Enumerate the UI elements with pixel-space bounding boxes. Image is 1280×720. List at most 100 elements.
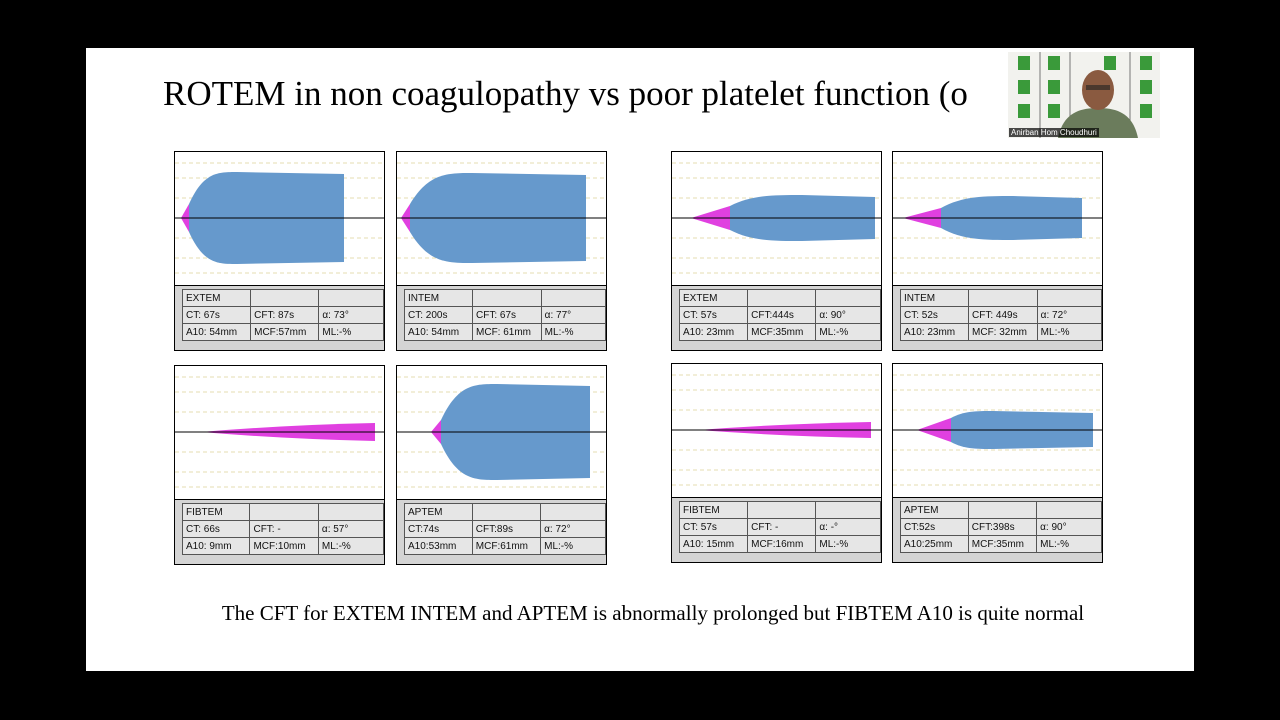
rotem-panel: INTEM CT: 200s CFT: 67s α: 77° A10: 54mm MCF:… — [396, 151, 607, 351]
table-cell — [967, 501, 1038, 519]
table-cell — [815, 501, 881, 519]
parameter-cell: A10: 54mm — [403, 323, 474, 341]
parameter-box: EXTEM CT: 57s CFT:444s α: 90° A10: 23mm MCF:3… — [672, 285, 881, 350]
parameter-cell: CT:74s — [404, 520, 473, 538]
parameter-cell: MCF:61mm — [471, 537, 542, 555]
parameter-cell: CT: 67s — [181, 306, 252, 324]
assay-name: FIBTEM — [678, 501, 749, 519]
table-row: APTEM — [900, 501, 1102, 519]
assay-name: EXTEM — [678, 289, 749, 307]
table-cell — [747, 289, 817, 307]
parameter-cell: A10:53mm — [404, 537, 473, 555]
table-cell — [472, 289, 542, 307]
parameter-cell: A10: 23mm — [899, 323, 970, 341]
parameter-cell: ML:-% — [1036, 323, 1103, 341]
parameter-cell: ML:-% — [540, 537, 606, 555]
rotem-graph — [893, 162, 1102, 274]
parameter-table: EXTEM CT: 57s CFT:444s α: 90° A10: 23mm MCF:3… — [678, 289, 881, 341]
parameter-cell: α: 73° — [318, 306, 384, 324]
parameter-box: FIBTEM CT: 57s CFT: - α: -° A10: 15mm MCF:16m… — [672, 497, 881, 562]
table-cell — [540, 289, 607, 307]
rotem-panel: EXTEM CT: 67s CFT: 87s α: 73° A10: 54mm MCF:5… — [174, 151, 385, 351]
parameter-box: FIBTEM CT: 66s CFT: - α: 57° A10: 9mm MCF:10m… — [175, 499, 385, 564]
table-cell — [747, 501, 817, 519]
parameter-cell: A10:25mm — [900, 535, 969, 553]
table-row: FIBTEM — [678, 501, 881, 519]
parameter-table: INTEM CT: 52s CFT: 449s α: 72° A10: 23mm MCF:… — [899, 289, 1103, 341]
parameter-cell: CFT: 67s — [472, 306, 542, 324]
table-row: FIBTEM — [181, 503, 385, 521]
slide-title: ROTEM in non coagulopathy vs poor platel… — [163, 74, 968, 113]
parameter-cell: MCF:35mm — [967, 535, 1038, 553]
rotem-panel: FIBTEM CT: 57s CFT: - α: -° A10: 15mm MCF:16m… — [671, 363, 882, 563]
rotem-graph — [893, 374, 1102, 486]
table-row: CT:52s CFT:398s α: 90° — [900, 518, 1102, 536]
table-cell — [249, 503, 319, 521]
assay-name: INTEM — [899, 289, 970, 307]
parameter-cell: MCF:35mm — [747, 323, 817, 341]
parameter-cell: CFT: 87s — [250, 306, 320, 324]
parameter-cell: α: -° — [815, 518, 881, 536]
parameter-cell: ML:-% — [815, 535, 881, 553]
parameter-cell: CT: 57s — [678, 518, 749, 536]
table-cell — [968, 289, 1038, 307]
parameter-table: EXTEM CT: 67s CFT: 87s α: 73° A10: 54mm MCF:5… — [181, 289, 384, 341]
parameter-cell: MCF:10mm — [249, 537, 319, 555]
rotem-graph — [175, 376, 384, 488]
table-row: CT: 200s CFT: 67s α: 77° — [403, 306, 607, 324]
rotem-graph — [397, 376, 606, 488]
table-cell — [1036, 501, 1102, 519]
parameter-box: INTEM CT: 52s CFT: 449s α: 72° A10: 23mm MCF:… — [893, 285, 1103, 350]
assay-name: EXTEM — [181, 289, 252, 307]
table-row: A10: 54mm MCF: 61mm ML:-% — [403, 323, 607, 341]
rotem-panel: INTEM CT: 52s CFT: 449s α: 72° A10: 23mm MCF:… — [892, 151, 1103, 351]
parameter-box: APTEM CT:52s CFT:398s α: 90° A10:25mm MCF:35m… — [893, 497, 1102, 562]
parameter-cell: A10: 54mm — [181, 323, 252, 341]
table-cell — [1036, 289, 1103, 307]
slide-caption: The CFT for EXTEM INTEM and APTEM is abn… — [221, 601, 1085, 625]
parameter-cell: CT: 66s — [181, 520, 251, 538]
rotem-panel: APTEM CT:74s CFT:89s α: 72° A10:53mm MCF:61mm… — [396, 365, 607, 565]
parameter-table: INTEM CT: 200s CFT: 67s α: 77° A10: 54mm MCF:… — [403, 289, 607, 341]
parameter-table: FIBTEM CT: 57s CFT: - α: -° A10: 15mm MCF:16m… — [678, 501, 881, 553]
table-cell — [250, 289, 320, 307]
parameter-cell: A10: 15mm — [678, 535, 749, 553]
assay-name: APTEM — [900, 501, 969, 519]
table-row: CT: 57s CFT: - α: -° — [678, 518, 881, 536]
parameter-cell: ML:-% — [815, 323, 881, 341]
parameter-cell: CFT:398s — [967, 518, 1038, 536]
parameter-cell: MCF:57mm — [250, 323, 320, 341]
rotem-graph — [175, 162, 384, 274]
rotem-panel: EXTEM CT: 57s CFT:444s α: 90° A10: 23mm MCF:3… — [671, 151, 882, 351]
assay-name: APTEM — [404, 503, 473, 521]
table-row: APTEM — [404, 503, 606, 521]
parameter-cell: α: 57° — [317, 520, 385, 538]
video-tile — [1008, 52, 1160, 138]
participant-name: Anirban Hom Choudhuri — [1009, 128, 1099, 137]
table-row: CT: 52s CFT: 449s α: 72° — [899, 306, 1103, 324]
parameter-cell: ML:-% — [318, 323, 384, 341]
table-row: A10:25mm MCF:35mm ML:-% — [900, 535, 1102, 553]
table-cell — [540, 503, 606, 521]
parameter-cell: α: 77° — [540, 306, 607, 324]
parameter-cell: CT: 200s — [403, 306, 474, 324]
parameter-cell: CT:52s — [900, 518, 969, 536]
table-row: CT: 67s CFT: 87s α: 73° — [181, 306, 384, 324]
table-row: A10: 23mm MCF: 32mm ML:-% — [899, 323, 1103, 341]
parameter-table: APTEM CT:52s CFT:398s α: 90° A10:25mm MCF:35m… — [900, 501, 1102, 553]
table-row: A10: 9mm MCF:10mm ML:-% — [181, 537, 385, 555]
table-cell — [317, 503, 385, 521]
parameter-cell: ML:-% — [1036, 535, 1102, 553]
table-row: A10:53mm MCF:61mm ML:-% — [404, 537, 606, 555]
rotem-panel: FIBTEM CT: 66s CFT: - α: 57° A10: 9mm MCF:10m… — [174, 365, 385, 565]
table-row: CT: 57s CFT:444s α: 90° — [678, 306, 881, 324]
parameter-box: INTEM CT: 200s CFT: 67s α: 77° A10: 54mm MCF:… — [397, 285, 607, 350]
parameter-cell: CFT:89s — [471, 520, 542, 538]
table-row: EXTEM — [181, 289, 384, 307]
table-row: INTEM — [403, 289, 607, 307]
table-row: INTEM — [899, 289, 1103, 307]
parameter-box: APTEM CT:74s CFT:89s α: 72° A10:53mm MCF:61mm… — [397, 499, 606, 564]
table-row: A10: 23mm MCF:35mm ML:-% — [678, 323, 881, 341]
parameter-cell: MCF: 61mm — [472, 323, 542, 341]
